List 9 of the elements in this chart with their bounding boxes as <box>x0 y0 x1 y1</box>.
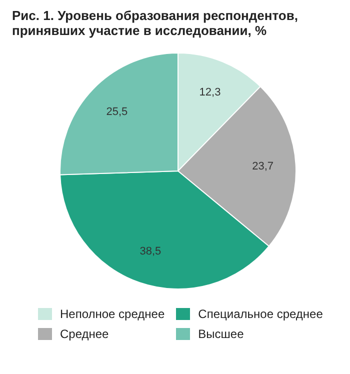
legend-label: Высшее <box>198 327 244 341</box>
data-label: 38,5 <box>140 245 162 258</box>
legend-label: Специальное среднее <box>198 307 323 321</box>
data-label: 12,3 <box>199 86 221 98</box>
legend-label: Среднее <box>60 327 109 341</box>
chart-title: Рис. 1. Уровень образования респондентов, принявших участие в исследовании, % <box>11 8 299 40</box>
legend-label: Неполное среднее <box>60 307 165 321</box>
data-label: 23,7 <box>252 160 274 172</box>
data-label: 25,5 <box>106 106 128 118</box>
